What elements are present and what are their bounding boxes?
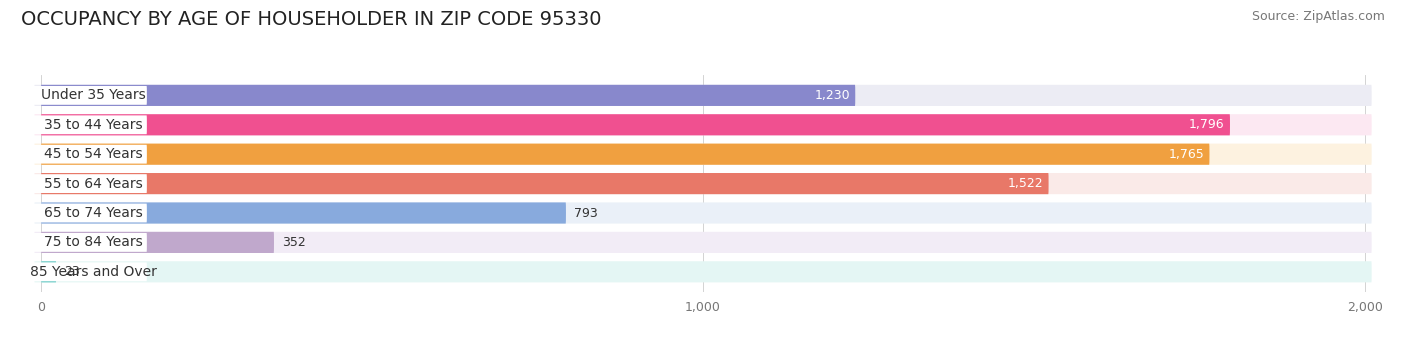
Text: 85 Years and Over: 85 Years and Over — [30, 265, 157, 279]
FancyBboxPatch shape — [34, 232, 1372, 253]
FancyBboxPatch shape — [34, 202, 1372, 224]
FancyBboxPatch shape — [31, 262, 146, 281]
Text: Source: ZipAtlas.com: Source: ZipAtlas.com — [1251, 10, 1385, 23]
FancyBboxPatch shape — [34, 114, 1372, 135]
FancyBboxPatch shape — [41, 85, 855, 106]
Text: 65 to 74 Years: 65 to 74 Years — [44, 206, 143, 220]
FancyBboxPatch shape — [31, 233, 146, 252]
FancyBboxPatch shape — [34, 173, 1372, 194]
FancyBboxPatch shape — [31, 145, 146, 164]
Text: 35 to 44 Years: 35 to 44 Years — [44, 118, 143, 132]
FancyBboxPatch shape — [34, 143, 1372, 165]
FancyBboxPatch shape — [31, 174, 146, 193]
FancyBboxPatch shape — [41, 261, 56, 283]
Text: 352: 352 — [283, 236, 305, 249]
FancyBboxPatch shape — [34, 261, 1372, 283]
FancyBboxPatch shape — [34, 85, 1372, 106]
Text: 1,765: 1,765 — [1168, 148, 1204, 161]
FancyBboxPatch shape — [41, 143, 1209, 165]
Text: OCCUPANCY BY AGE OF HOUSEHOLDER IN ZIP CODE 95330: OCCUPANCY BY AGE OF HOUSEHOLDER IN ZIP C… — [21, 10, 602, 29]
Text: 55 to 64 Years: 55 to 64 Years — [44, 176, 143, 191]
Text: 75 to 84 Years: 75 to 84 Years — [44, 235, 143, 250]
FancyBboxPatch shape — [31, 204, 146, 222]
Text: Under 35 Years: Under 35 Years — [41, 88, 146, 102]
FancyBboxPatch shape — [41, 114, 1230, 135]
Text: 23: 23 — [65, 265, 80, 278]
FancyBboxPatch shape — [41, 232, 274, 253]
FancyBboxPatch shape — [31, 115, 146, 134]
Text: 1,522: 1,522 — [1008, 177, 1043, 190]
Text: 45 to 54 Years: 45 to 54 Years — [44, 147, 143, 161]
FancyBboxPatch shape — [41, 173, 1049, 194]
Text: 1,230: 1,230 — [814, 89, 851, 102]
FancyBboxPatch shape — [41, 202, 567, 224]
Text: 1,796: 1,796 — [1189, 118, 1225, 131]
FancyBboxPatch shape — [31, 86, 146, 105]
Text: 793: 793 — [574, 206, 598, 220]
